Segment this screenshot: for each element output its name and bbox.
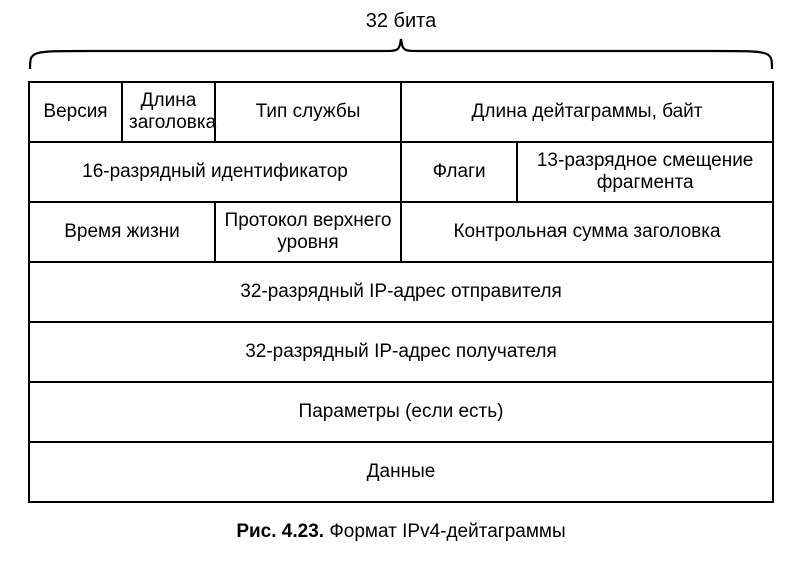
header-field: Тип службы (215, 82, 401, 142)
header-row: ВерсияДлина заголовкаТип службыДлина дей… (29, 82, 773, 142)
header-field: 32-разрядный IP-адрес получателя (29, 322, 773, 382)
header-row: Данные (29, 442, 773, 502)
header-field: 32-разрядный IP-адрес отправителя (29, 262, 773, 322)
diagram-container: 32 бита ВерсияДлина заголовкаТип службыД… (0, 0, 802, 543)
header-field: 16-разрядный идентификатор (29, 142, 401, 202)
header-field: Время жизни (29, 202, 215, 262)
ipv4-header-grid: ВерсияДлина заголовкаТип службыДлина дей… (28, 81, 774, 503)
figure-caption: Рис. 4.23. Формат IPv4-дейтаграммы (28, 521, 774, 543)
header-field: 13-разрядное смещение фрагмента (517, 142, 773, 202)
width-label: 32 бита (28, 10, 774, 33)
header-field: Флаги (401, 142, 517, 202)
header-row: Время жизниПротокол верхнего уровняКонтр… (29, 202, 773, 262)
header-field: Контрольная сумма заголовка (401, 202, 773, 262)
header-row: Параметры (если есть) (29, 382, 773, 442)
header-field: Параметры (если есть) (29, 382, 773, 442)
caption-text: Формат IPv4-дейтаграммы (324, 521, 566, 542)
header-row: 32-разрядный IP-адрес получателя (29, 322, 773, 382)
header-field: Протокол верхнего уровня (215, 202, 401, 262)
header-field: Данные (29, 442, 773, 502)
header-row: 32-разрядный IP-адрес отправителя (29, 262, 773, 322)
header-field: Версия (29, 82, 122, 142)
caption-number: Рис. 4.23. (236, 521, 324, 542)
header-field: Длина заголовка (122, 82, 215, 142)
header-row: 16-разрядный идентификаторФлаги13-разряд… (29, 142, 773, 202)
header-field: Длина дейтаграммы, байт (401, 82, 773, 142)
brace-top (28, 37, 774, 71)
